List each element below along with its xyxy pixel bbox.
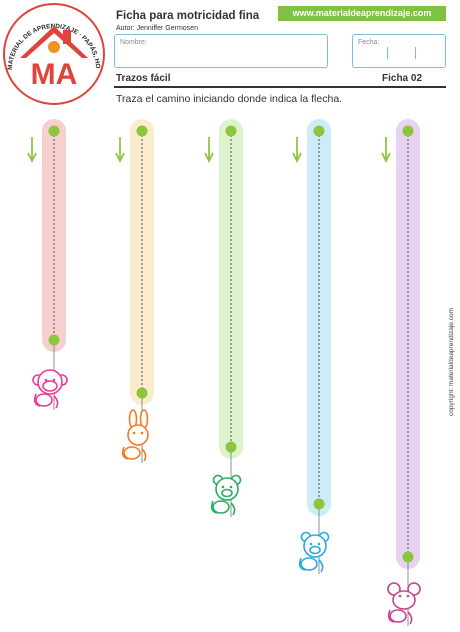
down-arrow-icon (204, 137, 214, 164)
start-dot-icon (48, 125, 60, 137)
end-dot-icon (313, 498, 325, 510)
trace-track[interactable] (115, 119, 154, 463)
down-arrow-icon (115, 137, 125, 164)
start-dot-icon (402, 125, 414, 137)
track-bar (130, 119, 154, 405)
date-label: Fecha: (358, 39, 380, 46)
rabbit-icon (121, 409, 149, 462)
trace-track[interactable] (381, 119, 421, 626)
down-arrow-icon (381, 137, 391, 164)
start-dot-icon (136, 125, 148, 137)
logo-letters: MA (31, 58, 78, 91)
name-field[interactable]: Nombre: (114, 34, 328, 68)
date-separator (415, 47, 416, 59)
header-rule (114, 86, 446, 88)
sheet-subtitle: Trazos fácil (116, 73, 171, 84)
mouse-icon (387, 582, 421, 625)
trace-track[interactable] (292, 119, 331, 574)
page-title: Ficha para motricidad fina (116, 10, 260, 22)
end-dot-icon (136, 387, 148, 399)
name-label: Nombre: (120, 39, 147, 46)
date-separator (387, 47, 388, 59)
monkey-icon (32, 369, 68, 409)
bear-icon (298, 531, 330, 573)
logo: MATERIAL DE APRENDIZAJE · PAPÁS, HOGAR Y… (0, 0, 105, 105)
sheet-number: Ficha 02 (382, 73, 423, 84)
start-dot-icon (225, 125, 237, 137)
trace-track[interactable] (204, 119, 243, 517)
down-arrow-icon (27, 137, 37, 164)
website-banner[interactable]: www.materialdeaprendizaje.com (278, 6, 446, 21)
down-arrow-icon (292, 137, 302, 164)
author-line: Autor: Jenniffer Germosen (116, 25, 198, 32)
track-bar (307, 119, 331, 516)
date-field[interactable]: Fecha: (352, 34, 446, 68)
start-dot-icon (313, 125, 325, 137)
end-dot-icon (48, 334, 60, 346)
end-dot-icon (402, 551, 414, 563)
trace-track[interactable] (27, 119, 68, 410)
end-dot-icon (225, 441, 237, 453)
instruction-text: Traza el camino iniciando donde indica l… (116, 93, 343, 105)
bear-icon (210, 474, 242, 516)
